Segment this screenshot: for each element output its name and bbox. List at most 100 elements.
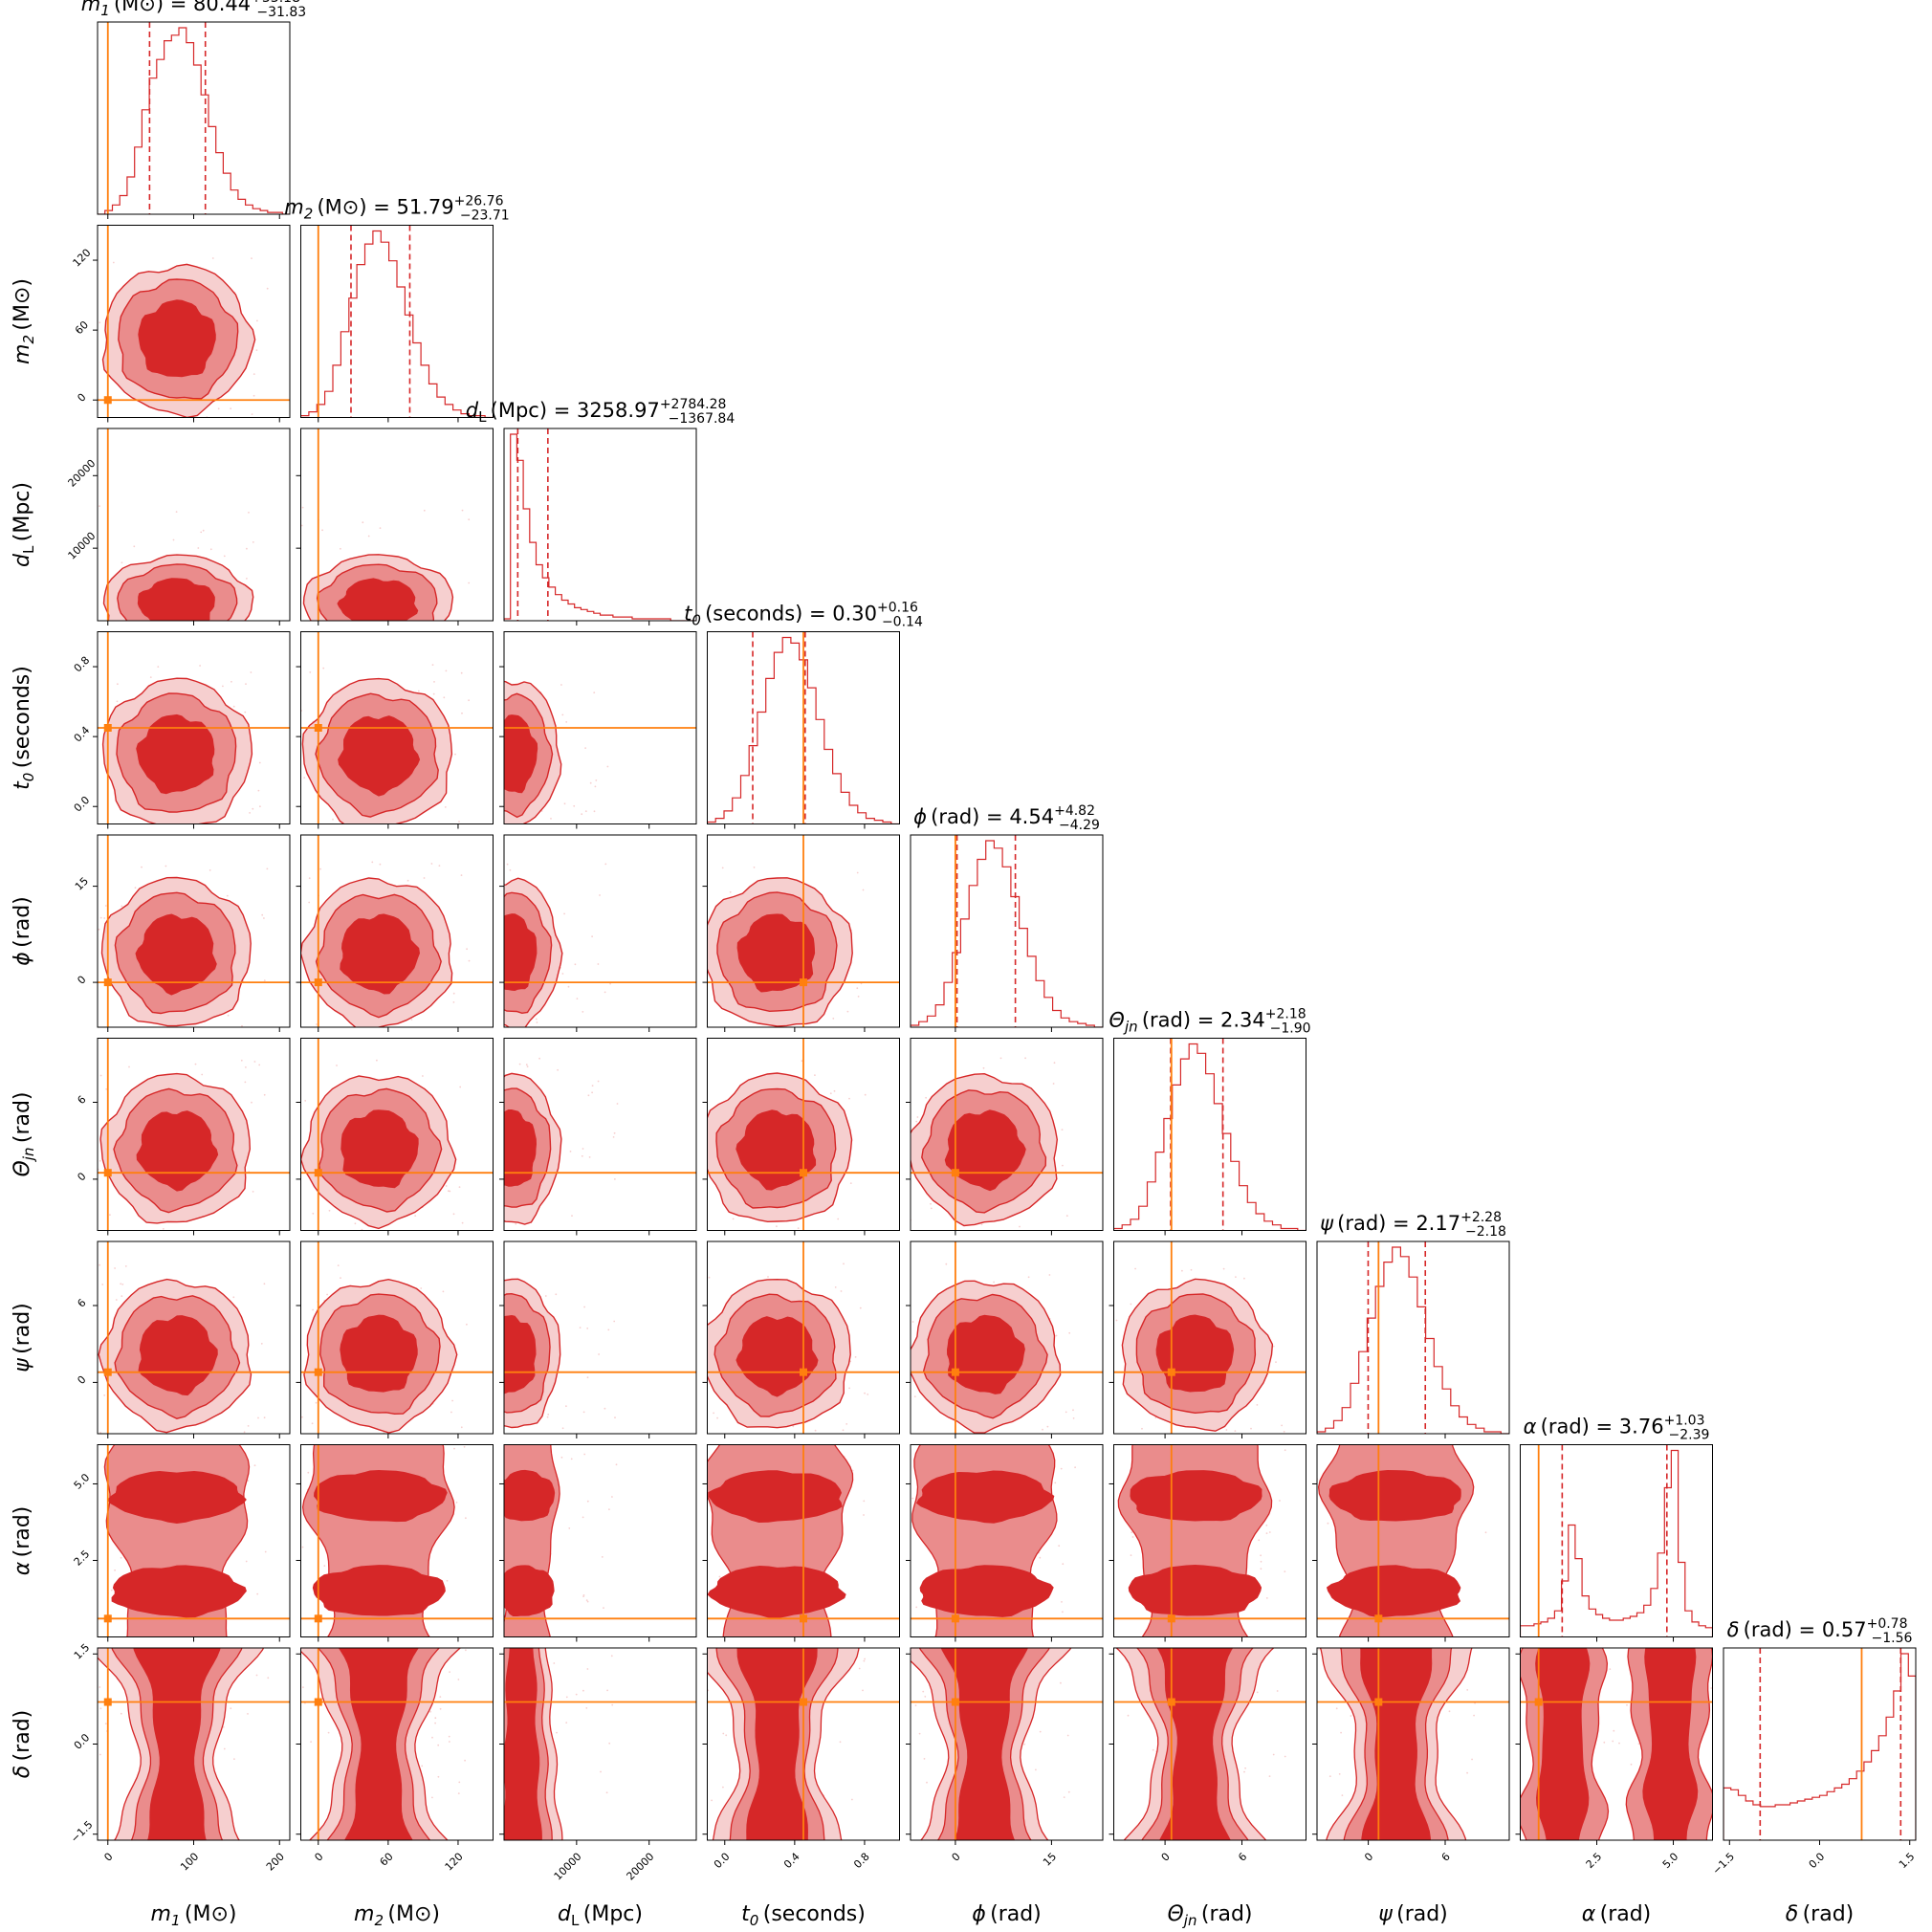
- sample-point: [487, 1719, 489, 1721]
- sample-point: [1362, 1437, 1364, 1438]
- sample-point: [105, 672, 107, 674]
- contour-level-1: [504, 1469, 556, 1522]
- sample-point: [1065, 1215, 1068, 1218]
- sample-point: [463, 1633, 465, 1635]
- sample-point: [120, 1283, 122, 1285]
- sample-point: [582, 1148, 584, 1150]
- sample-point: [444, 806, 447, 808]
- contour-level-1: [707, 1565, 846, 1619]
- param-unit: (M⊙): [313, 196, 366, 219]
- sample-point: [1120, 1638, 1122, 1640]
- sample-point: [103, 917, 106, 919]
- sample-point: [458, 1186, 461, 1188]
- title-err-plus: +2.18: [1265, 1007, 1306, 1022]
- truth-marker: [800, 1614, 807, 1623]
- sample-point: [845, 1423, 848, 1425]
- param-symbol: δ: [1727, 1618, 1740, 1641]
- sample-point: [247, 668, 249, 670]
- sample-point: [99, 1263, 100, 1266]
- sample-point: [371, 1041, 373, 1043]
- y-tick-label: 6: [75, 1296, 88, 1309]
- contour-panel-alpha-delta: 2.5 5.0: [1515, 1647, 1717, 1871]
- sample-point: [457, 1792, 460, 1794]
- sample-point: [245, 683, 247, 685]
- contour-level-1: [504, 1648, 542, 1840]
- sample-point: [916, 1116, 919, 1118]
- truth-marker: [103, 1169, 112, 1177]
- sample-point: [434, 683, 436, 685]
- axes-frame: [707, 1444, 900, 1637]
- sample-point: [839, 1741, 842, 1744]
- contour-panel-phi-delta: 0 15: [906, 1621, 1104, 1869]
- sample-point: [563, 802, 566, 805]
- sample-point: [848, 1387, 850, 1390]
- param-symbol: ϕ: [972, 1902, 986, 1926]
- sample-point: [200, 531, 203, 534]
- x-axis-label-alpha: α (rad): [1582, 1902, 1652, 1926]
- sample-point: [993, 1281, 995, 1284]
- sample-point: [297, 955, 299, 957]
- sample-point: [96, 1749, 98, 1751]
- sample-point: [466, 1556, 468, 1558]
- param-unit: (seconds): [701, 603, 802, 626]
- sample-point: [502, 1296, 504, 1298]
- param-symbol: δ: [1786, 1902, 1798, 1926]
- sample-point: [1006, 1440, 1008, 1442]
- sample-point: [301, 1416, 303, 1418]
- sample-point: [547, 1414, 550, 1416]
- sample-point: [437, 901, 439, 903]
- sample-point: [705, 1269, 707, 1271]
- param-subscript: 1: [100, 2, 110, 19]
- sample-point: [451, 936, 453, 938]
- contour-level-1: [338, 715, 421, 797]
- x-tick-label: 100: [178, 1851, 201, 1874]
- sample-point: [469, 1321, 471, 1323]
- contour-panel-theta-psi: [1109, 1240, 1306, 1438]
- param-symbol: α: [1582, 1902, 1596, 1926]
- sample-point: [526, 1065, 529, 1068]
- sample-point: [251, 1101, 252, 1104]
- contour-panel-m2-t0: [296, 631, 494, 829]
- sample-point: [246, 662, 248, 664]
- sample-point: [1265, 1597, 1268, 1599]
- contour-panel-t0-theta: [702, 1038, 900, 1236]
- sample-point: [910, 1435, 911, 1437]
- sample-point: [689, 1765, 691, 1767]
- sample-point: [690, 1722, 692, 1723]
- sample-point: [383, 1432, 385, 1434]
- truth-marker: [800, 1368, 807, 1376]
- contour-panel-phi-alpha: [906, 1440, 1104, 1642]
- x-tick-label: −1.5: [1710, 1851, 1737, 1877]
- axes-frame: [1520, 1444, 1713, 1637]
- sample-point: [290, 1505, 292, 1507]
- sample-point: [550, 818, 552, 820]
- sample-point: [467, 1745, 469, 1746]
- sample-point: [463, 1396, 465, 1398]
- sample-point: [197, 547, 200, 549]
- sample-point: [931, 1621, 933, 1623]
- sample-point: [437, 1775, 440, 1778]
- sample-point: [591, 1091, 593, 1094]
- sample-point: [697, 1349, 699, 1350]
- sample-point: [893, 1234, 895, 1236]
- sample-point: [894, 1424, 896, 1426]
- contour-level-1: [504, 913, 538, 991]
- truth-marker: [314, 1169, 322, 1177]
- sample-point: [257, 1416, 259, 1419]
- sample-point: [586, 1668, 589, 1670]
- contour-level-1: [504, 1315, 537, 1394]
- title-value: = 80.44: [164, 0, 251, 15]
- sample-point: [308, 877, 311, 880]
- hist-panel-alpha: [1520, 1444, 1713, 1642]
- sample-point: [1715, 1749, 1717, 1751]
- x-tick-label: 1.5: [1897, 1851, 1918, 1872]
- axes-frame: [910, 1038, 1104, 1231]
- sample-point: [1035, 1768, 1037, 1771]
- sample-point: [1318, 1648, 1320, 1651]
- sample-point: [109, 1214, 111, 1217]
- title-err-minus: −1.56: [1872, 1631, 1913, 1646]
- sample-point: [1054, 1482, 1057, 1484]
- sample-point: [708, 1624, 710, 1626]
- x-axis-label-t0: t0 (seconds): [741, 1902, 866, 1929]
- contour-panel-psi-alpha: [1312, 1437, 1510, 1642]
